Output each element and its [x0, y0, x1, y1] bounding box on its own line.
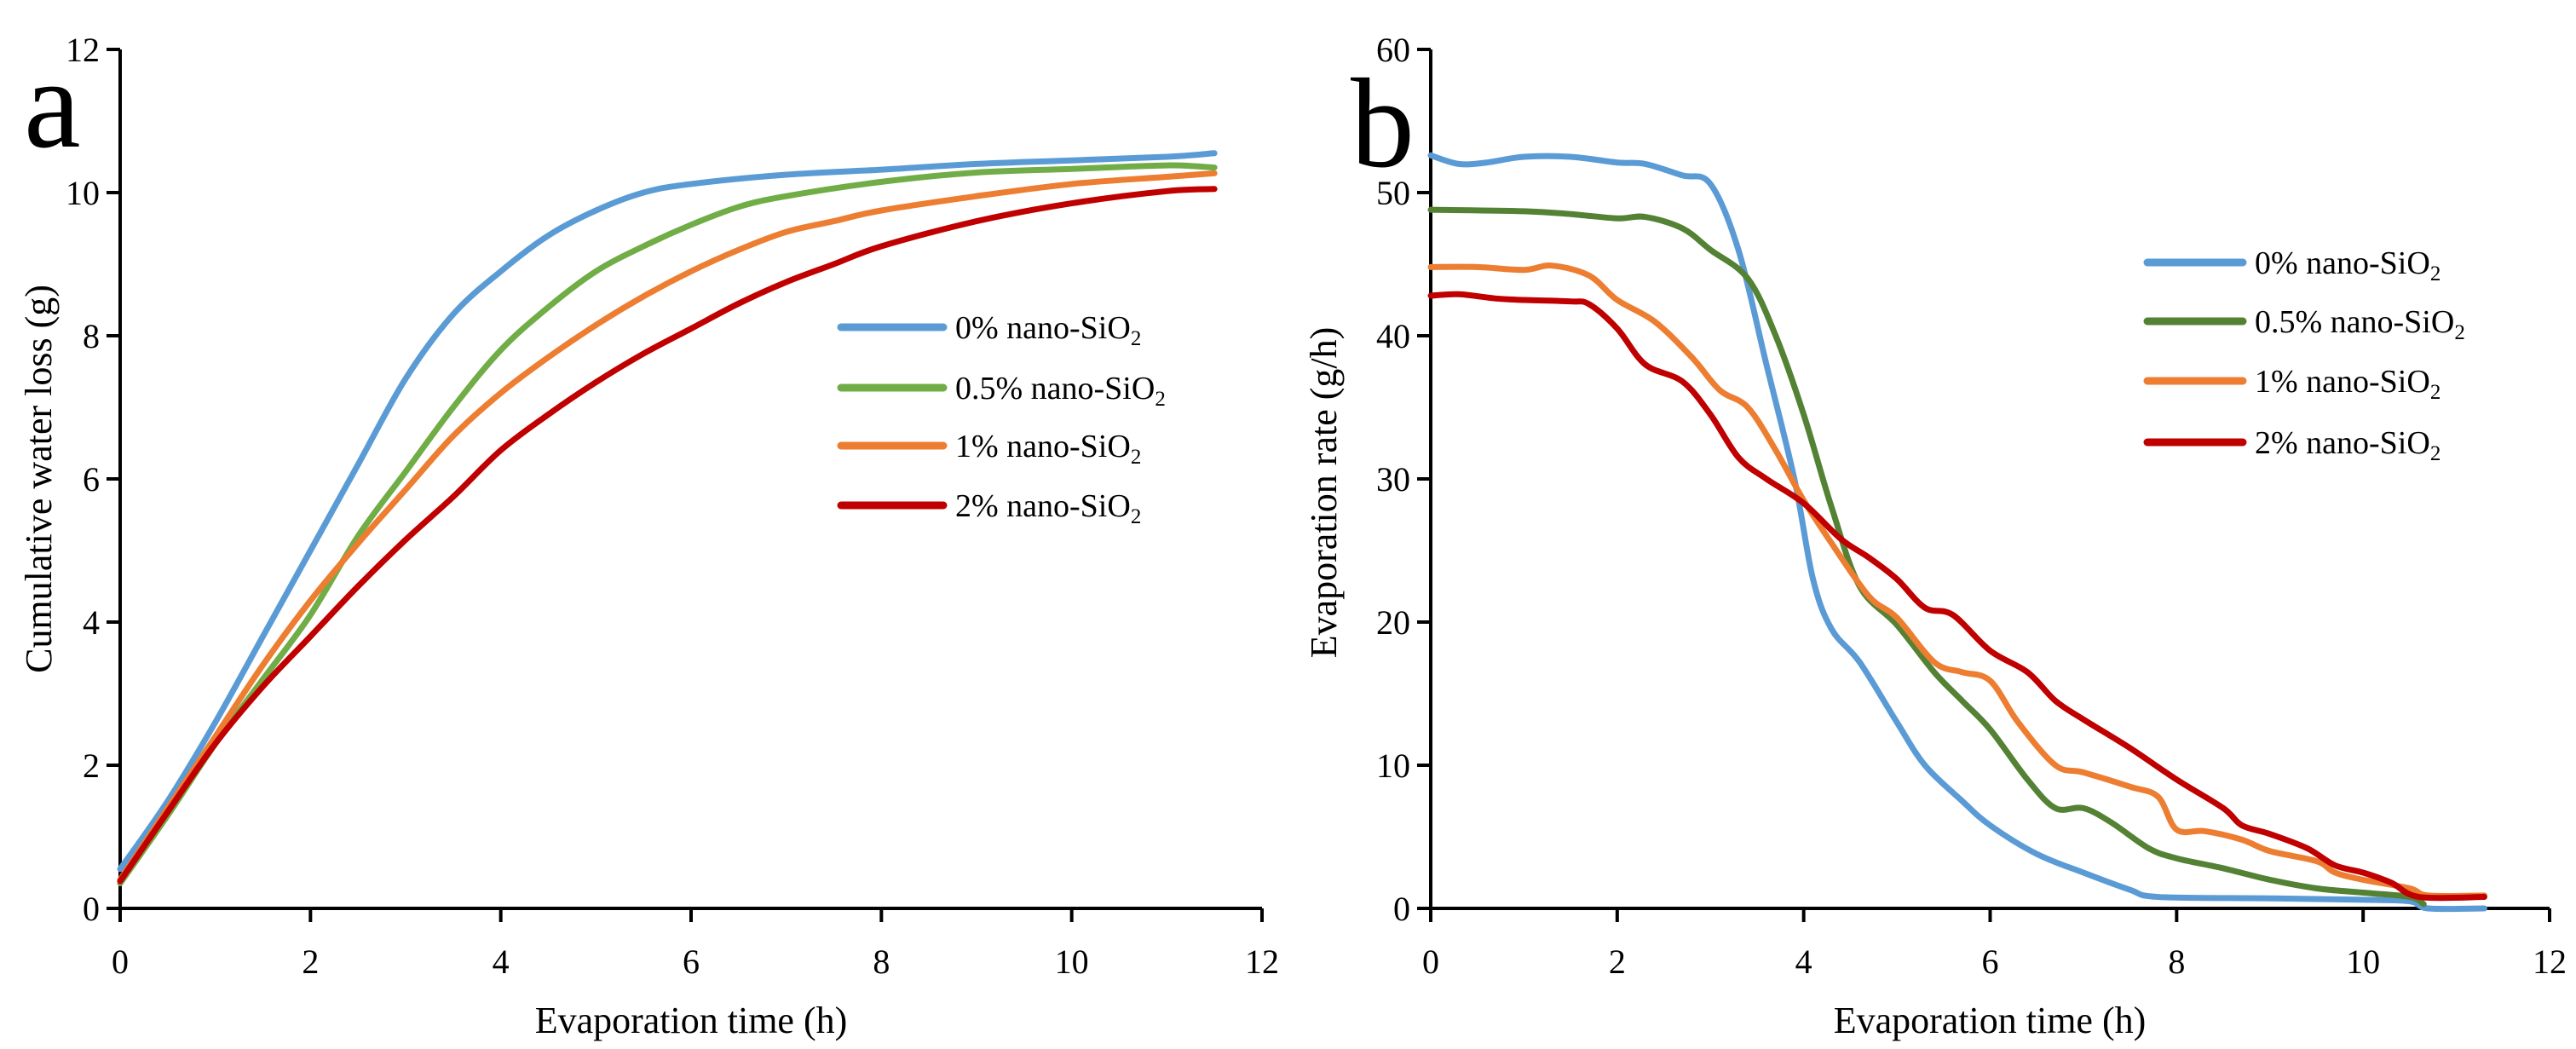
- legend-label: 0% nano-SiO2: [2255, 245, 2441, 285]
- y-axis-title-b: Evaporation rate (g/h): [1303, 327, 1345, 659]
- legend-label-percent: 2%: [2255, 425, 2306, 461]
- x-tick-label: 12: [2533, 942, 2567, 981]
- series-line-a-1: [117, 162, 1218, 887]
- y-axis-title-a: Cumulative water loss (g): [18, 285, 60, 673]
- legend-label: 0.5% nano-SiO2: [955, 371, 1166, 411]
- legend-label: 0% nano-SiO2: [955, 310, 1141, 350]
- x-tick-label: 6: [1982, 942, 1999, 981]
- panel-label-b: b: [1351, 53, 1415, 194]
- y-tick-label: 60: [1376, 31, 1410, 69]
- legend-label-percent: 0%: [2255, 245, 2306, 281]
- legend-label-text: nano-SiO: [2331, 304, 2455, 340]
- series-line-b-2: [1427, 262, 2487, 900]
- legend-label-percent: 0%: [955, 310, 1006, 346]
- legend-label: 1% nano-SiO2: [955, 429, 1141, 469]
- y-tick-label: 10: [1376, 746, 1410, 785]
- legend-label-text: nano-SiO: [1006, 310, 1131, 346]
- series-line-b-0: [1427, 152, 2487, 913]
- legend-label-percent: 2%: [955, 488, 1006, 524]
- y-tick-label: 0: [1393, 890, 1410, 928]
- panel-label-a: a: [24, 33, 81, 175]
- legend-label-text: nano-SiO: [1031, 371, 1155, 406]
- legend-label-text: nano-SiO: [2306, 245, 2430, 281]
- y-tick-label: 2: [83, 746, 100, 785]
- x-tick-label: 4: [1795, 942, 1812, 981]
- series-line-b-3: [1427, 291, 2487, 902]
- y-tick-label: 4: [83, 603, 100, 642]
- chart-b-evaporation-rate: b Evaporation time (h) Evaporation rate …: [1303, 31, 2567, 1041]
- y-tick-label: 6: [83, 460, 100, 499]
- x-tick-label: 4: [493, 942, 510, 981]
- legend-label-subscript: 2: [2454, 321, 2465, 344]
- y-tick-label: 10: [66, 174, 100, 212]
- x-tick-label: 0: [112, 942, 129, 981]
- x-tick-label: 2: [1609, 942, 1626, 981]
- x-tick-label: 12: [1245, 942, 1279, 981]
- legend-label-percent: 0.5%: [2255, 304, 2331, 340]
- legend-label-subscript: 2: [1131, 505, 1142, 528]
- legend-label-subscript: 2: [1155, 388, 1166, 411]
- legend-label-subscript: 2: [2430, 381, 2441, 404]
- legend-label: 0.5% nano-SiO2: [2255, 304, 2465, 344]
- legend-label-subscript: 2: [2430, 262, 2441, 285]
- y-tick-label: 8: [83, 317, 100, 355]
- y-tick-label: 40: [1376, 317, 1410, 355]
- y-tick-label: 30: [1376, 460, 1410, 499]
- x-tick-label: 8: [2168, 942, 2185, 981]
- x-axis-title-b: Evaporation time (h): [1834, 1000, 2147, 1041]
- legend-label-text: nano-SiO: [1006, 488, 1131, 524]
- series-line-a-0: [117, 150, 1218, 873]
- y-tick-label: 20: [1376, 603, 1410, 642]
- y-tick-label: 0: [83, 890, 100, 928]
- x-tick-label: 0: [1422, 942, 1439, 981]
- legend-label-text: nano-SiO: [1006, 429, 1131, 464]
- series-line-b-1: [1427, 206, 2427, 908]
- legend-label-percent: 1%: [2255, 364, 2306, 400]
- legend-label-percent: 1%: [955, 429, 1006, 464]
- legend-label: 1% nano-SiO2: [2255, 364, 2441, 404]
- x-tick-label: 10: [2346, 942, 2380, 981]
- legend-label-text: nano-SiO: [2306, 364, 2430, 400]
- legend-label-subscript: 2: [1131, 446, 1142, 469]
- legend-label-text: nano-SiO: [2306, 425, 2430, 461]
- legend-label: 2% nano-SiO2: [2255, 425, 2441, 465]
- legend-label-percent: 0.5%: [955, 371, 1031, 406]
- legend-label-subscript: 2: [2430, 442, 2441, 465]
- x-tick-label: 10: [1055, 942, 1089, 981]
- series-line-a-3: [117, 186, 1218, 885]
- y-tick-label: 50: [1376, 174, 1410, 212]
- x-tick-label: 6: [683, 942, 700, 981]
- y-tick-label: 12: [66, 31, 100, 69]
- x-tick-label: 8: [873, 942, 890, 981]
- chart-a-cumulative-water-loss: a Evaporation time (h) Cumulative water …: [18, 31, 1279, 1041]
- x-axis-title-a: Evaporation time (h): [535, 1000, 848, 1041]
- x-tick-label: 2: [302, 942, 319, 981]
- legend-label-subscript: 2: [1131, 327, 1142, 350]
- legend-label: 2% nano-SiO2: [955, 488, 1141, 528]
- series-line-a-2: [117, 170, 1218, 883]
